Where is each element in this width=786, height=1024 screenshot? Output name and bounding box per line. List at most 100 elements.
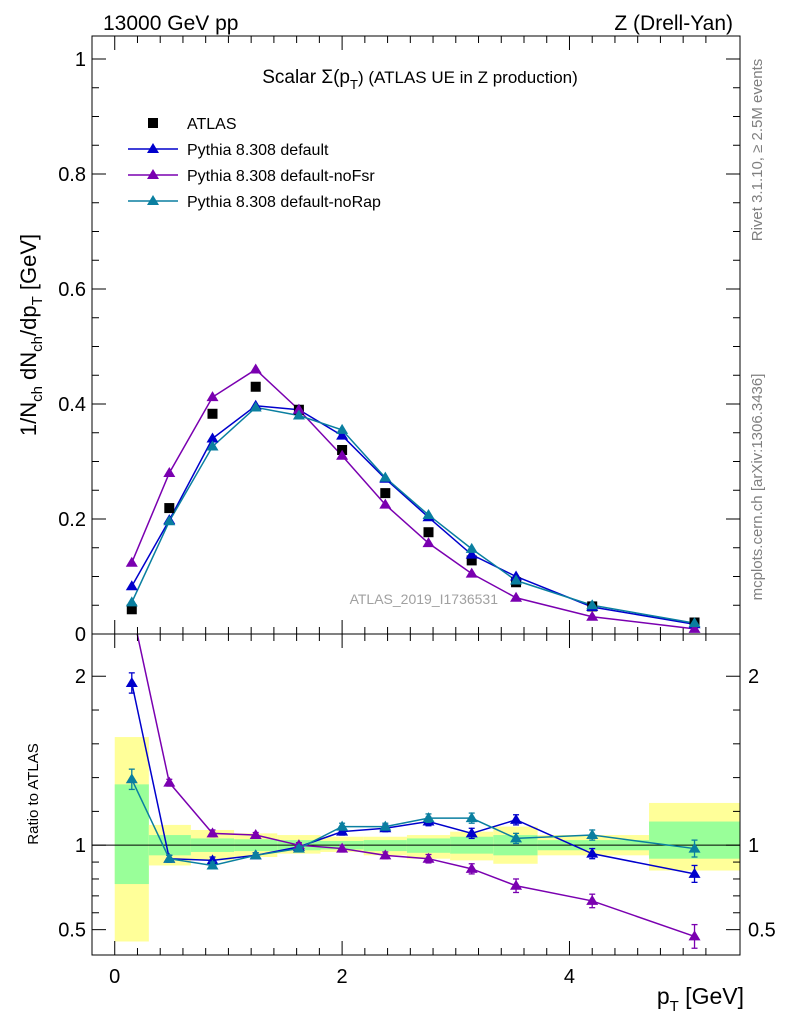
data-point-noFsr xyxy=(465,567,478,578)
ratio-point-noFsr xyxy=(422,852,435,863)
ratio-point-default xyxy=(688,867,701,878)
header-energy-label: 13000 GeV pp xyxy=(103,12,238,35)
series-line-default xyxy=(131,404,695,625)
main-title-post: ) (ATLAS UE in Z production) xyxy=(358,68,578,87)
data-point-noRap xyxy=(379,471,392,482)
legend-label-default: Pythia 8.308 default xyxy=(187,142,329,159)
data-point-noRap xyxy=(586,599,599,610)
main-ytick-label: 0.2 xyxy=(58,509,86,531)
ylabel-a-sub: ch xyxy=(29,386,46,402)
main-y-axis: 0 0.2 0.4 0.6 0.8 1 xyxy=(58,36,740,646)
xlabel-post: [GeV] xyxy=(679,983,744,1009)
data-point-noFsr xyxy=(688,622,701,633)
main-ytick-label: 0.8 xyxy=(58,164,86,186)
ratio-panel: 0.5 0.5 1 1 2 2 0 2 4 Ratio to ATLAS pT [GeV] xyxy=(25,633,776,1015)
xlabel-pre: p xyxy=(657,983,670,1009)
data-point-noFsr xyxy=(379,498,392,509)
main-y-axis-label: 1/Nch dNch/dpT [GeV] xyxy=(16,234,46,436)
legend-marker-nofsr xyxy=(147,169,159,179)
legend-marker-default xyxy=(147,143,159,153)
ratio-point-noRap xyxy=(379,820,392,831)
ratio-point-noFsr xyxy=(336,842,349,853)
data-point-atlas xyxy=(466,555,477,566)
ratio-point-default xyxy=(336,825,349,836)
legend-entry-nofsr: Pythia 8.308 default-noFsr xyxy=(128,168,375,185)
watermark-label: ATLAS_2019_I1736531 xyxy=(350,591,499,607)
ratio-point-noRap xyxy=(586,829,599,840)
ratio-ytick-label-right: 2 xyxy=(748,666,759,688)
data-point-atlas xyxy=(380,488,391,499)
x-tick-label: 4 xyxy=(564,966,575,988)
ratio-band-inner xyxy=(114,784,149,885)
legend-label-nofsr: Pythia 8.308 default-noFsr xyxy=(187,168,375,185)
ratio-ytick-label: 0.5 xyxy=(58,920,86,942)
ratio-ytick-label-right: 1 xyxy=(748,835,759,857)
data-point-default xyxy=(465,548,478,559)
legend-entry-default: Pythia 8.308 default xyxy=(128,142,329,159)
ratio-panel-frame xyxy=(91,633,741,956)
ratio-y-axis-label: Ratio to ATLAS xyxy=(25,743,42,844)
ratio-point-noRap xyxy=(249,849,262,860)
ratio-point-noRap xyxy=(422,812,435,823)
ylabel-c-sub: T xyxy=(29,296,46,305)
x-tick-label: 2 xyxy=(337,966,348,988)
data-point-noRap xyxy=(249,401,262,412)
ratio-point-noRap xyxy=(163,852,176,863)
ylabel-a: 1/N xyxy=(16,402,41,436)
main-title: Scalar Σ(pT) (ATLAS UE in Z production) xyxy=(262,67,578,92)
ratio-point-noRap xyxy=(206,859,219,870)
data-point-noFsr xyxy=(249,363,262,374)
mcplots-label: mcplots.cern.ch [arXiv:1306.3436] xyxy=(749,374,766,601)
ratio-point-noFsr xyxy=(379,849,392,860)
data-point-noRap xyxy=(336,423,349,434)
legend-label-atlas: ATLAS xyxy=(187,116,237,133)
data-point-noRap xyxy=(465,542,478,553)
data-point-noFsr xyxy=(422,537,435,548)
header-process-label: Z (Drell-Yan) xyxy=(614,12,733,35)
data-point-noRap xyxy=(206,440,219,451)
main-title-pre: Scalar Σ(p xyxy=(262,67,350,88)
data-point-noFsr xyxy=(292,403,305,414)
main-ytick-label: 0.6 xyxy=(58,279,86,301)
legend-marker-norap xyxy=(147,195,159,205)
data-point-noFsr xyxy=(586,610,599,621)
data-point-noFsr xyxy=(163,467,176,477)
data-point-default xyxy=(125,580,138,591)
series-line-noRap xyxy=(131,406,695,624)
data-point-atlas xyxy=(126,604,137,615)
rivet-version-label: Rivet 3.1.10, ≥ 2.5M events xyxy=(749,59,766,242)
ratio-point-noFsr xyxy=(586,894,599,905)
main-ytick-label: 0 xyxy=(75,624,86,646)
ylabel-b-sub: ch xyxy=(29,336,46,352)
ratio-point-noRap xyxy=(465,812,478,823)
data-point-atlas xyxy=(250,381,261,392)
data-point-noRap xyxy=(125,596,138,607)
data-point-atlas xyxy=(207,408,218,419)
data-point-noFsr xyxy=(125,556,138,567)
ratio-ytick-label: 2 xyxy=(75,666,86,688)
data-point-default xyxy=(206,432,219,443)
main-ytick-label: 0.4 xyxy=(58,394,86,416)
ratio-point-noRap xyxy=(336,820,349,831)
legend-label-norap: Pythia 8.308 default-noRap xyxy=(187,194,381,211)
ratio-point-noRap xyxy=(688,842,701,853)
data-point-noRap xyxy=(292,409,305,420)
data-point-noRap xyxy=(422,508,435,519)
ratio-point-noFsr xyxy=(249,829,262,840)
ylabel-d: [GeV] xyxy=(16,234,41,296)
ratio-ytick-label: 1 xyxy=(75,835,86,857)
legend-entry-norap: Pythia 8.308 default-noRap xyxy=(128,194,381,211)
ratio-axes: 0.5 0.5 1 1 2 2 0 2 4 xyxy=(58,634,776,988)
main-ytick-label: 1 xyxy=(75,49,86,71)
ratio-point-noRap xyxy=(292,842,305,853)
data-point-noFsr xyxy=(336,449,349,460)
ylabel-c: /dp xyxy=(16,305,41,336)
legend-entry-atlas: ATLAS xyxy=(148,116,237,133)
ratio-point-noFsr xyxy=(465,862,478,873)
data-point-default xyxy=(336,429,349,440)
ratio-point-noFsr xyxy=(163,776,176,787)
x-tick-label: 0 xyxy=(109,966,120,988)
ratio-point-noFsr xyxy=(688,930,701,941)
data-point-noRap xyxy=(510,574,523,585)
